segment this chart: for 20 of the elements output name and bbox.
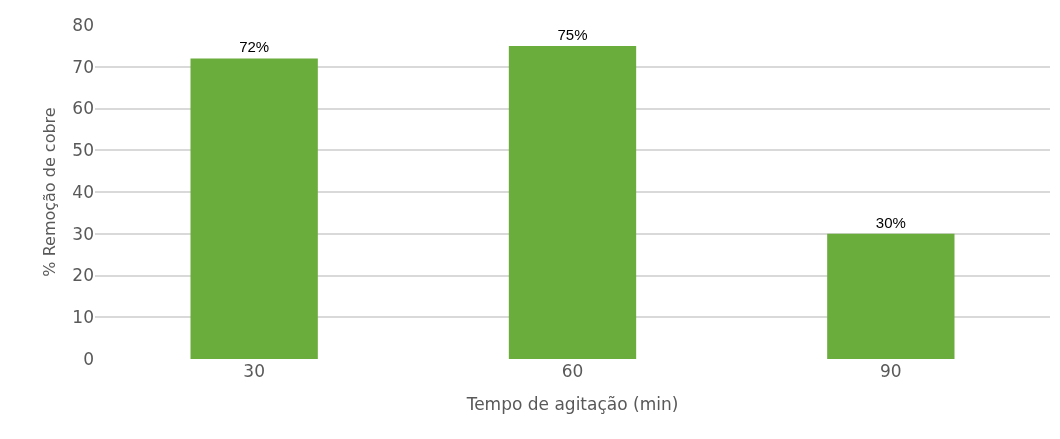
y-tick-label: 20 xyxy=(72,265,94,286)
y-tick-label: 60 xyxy=(72,98,94,119)
x-axis-title: Tempo de agitação (min) xyxy=(465,394,679,415)
y-tick-label: 10 xyxy=(72,307,94,328)
bar xyxy=(827,233,955,359)
y-tick-label: 40 xyxy=(72,181,94,202)
bar xyxy=(190,58,318,359)
y-tick-label: 70 xyxy=(72,56,94,77)
y-tick-label: 50 xyxy=(72,140,94,161)
x-tick-label: 60 xyxy=(561,361,584,381)
y-axis-title: % Remoção de cobre xyxy=(40,107,60,277)
data-label: 30% xyxy=(875,213,906,231)
y-tick-label: 0 xyxy=(83,348,94,369)
x-tick-label: 90 xyxy=(880,361,902,381)
y-tick-label: 30 xyxy=(72,223,94,244)
x-tick-label: 30 xyxy=(243,361,265,381)
data-label: 72% xyxy=(239,38,270,56)
bar xyxy=(508,45,637,359)
data-label: 75% xyxy=(557,25,588,43)
y-tick-label: 80 xyxy=(72,14,94,35)
